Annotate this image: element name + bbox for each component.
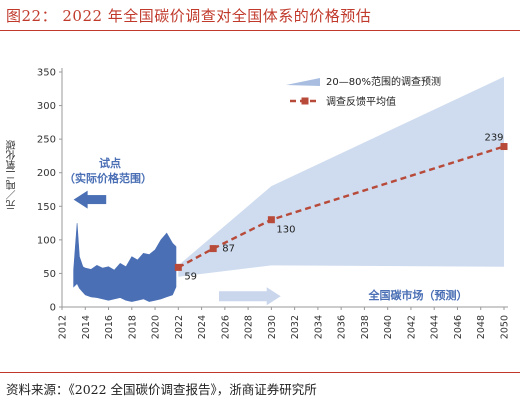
x-tick-label: 2048 [476,315,487,339]
y-tick-label: 200 [37,168,56,179]
x-tick-label: 2028 [244,315,255,339]
forecast-data-label: 87 [222,244,235,255]
y-tick-label: 300 [37,101,56,112]
market-arrow-head [266,287,281,306]
x-tick-label: 2038 [360,315,371,339]
x-tick-label: 2020 [151,315,162,339]
forecast-point-marker [209,245,217,253]
x-tick-label: 2026 [220,315,231,339]
x-tick-label: 2014 [81,315,92,339]
legend-swatch-marker [301,97,309,105]
forecast-data-label: 59 [184,271,197,282]
y-axis-label: 元／吨二氧化碳 [7,140,18,210]
x-tick-label: 2024 [197,315,208,339]
x-tick-label: 2032 [290,315,301,339]
market-annotation: 全国碳市场（预测） [368,288,468,302]
forecast-point-marker [174,263,182,271]
chart-arrows [73,190,281,306]
pilot-annotation-subtitle: （实际价格范围） [64,171,152,185]
forecast-data-label: 239 [484,133,503,144]
forecast-data-label: 130 [276,225,295,236]
x-tick-label: 2022 [174,315,185,339]
pilot-arrow-shaft [83,195,107,205]
forecast-point-marker [267,216,275,224]
pilot-annotation-title: 试点 [99,156,121,170]
x-tick-label: 2016 [104,315,115,339]
chart-canvas: 59 87 130 239 0 50 100 150 200 250 300 350 2012 2014… [37,68,511,340]
x-tick-label: 2012 [58,315,69,339]
forecast-point-marker [500,143,508,151]
pilot-arrow-head [73,190,88,209]
x-tick-label: 2036 [337,315,348,339]
x-tick-label: 2046 [453,315,464,339]
x-tick-label: 2034 [313,315,324,339]
figure-title: 图22： 2022 年全国碳价调查对全国体系的价格预估 [6,7,372,25]
tick-labels: 0 50 100 150 200 250 300 350 2012 2014 2016 2018 202… [37,68,511,340]
y-tick-label: 100 [37,235,56,246]
y-tick-label: 350 [37,68,56,79]
x-tick-label: 2030 [267,315,278,339]
legend-label-line: 调查反馈平均值 [326,95,396,108]
legend-swatch-band [286,78,320,86]
title-divider [0,30,520,31]
x-tick-label: 2042 [406,315,417,339]
forecast-average-line: 59 87 130 239 [174,133,508,282]
legend-label-band: 20—80%范围的调查预测 [326,75,441,88]
y-tick-label: 150 [37,202,56,213]
chart-axes [59,68,508,310]
pilot-price-series [73,223,177,302]
market-arrow-shaft [219,291,269,302]
footer-divider [0,372,520,373]
y-tick-label: 0 [50,303,56,314]
y-tick-label: 50 [43,269,56,280]
y-tick-label: 250 [37,135,56,146]
x-tick-label: 2040 [383,315,394,339]
forecast-average-polyline [177,145,505,269]
x-tick-label: 2050 [500,315,511,339]
x-tick-label: 2044 [430,315,441,339]
chart-annotations: 试点（实际价格范围） 全国碳市场（预测） [64,156,468,302]
pilot-price-area [73,223,177,302]
source-note: 资料来源：《2022 全国碳价调查报告》，浙商证券研究所 [6,382,317,397]
x-tick-label: 2018 [127,315,138,339]
